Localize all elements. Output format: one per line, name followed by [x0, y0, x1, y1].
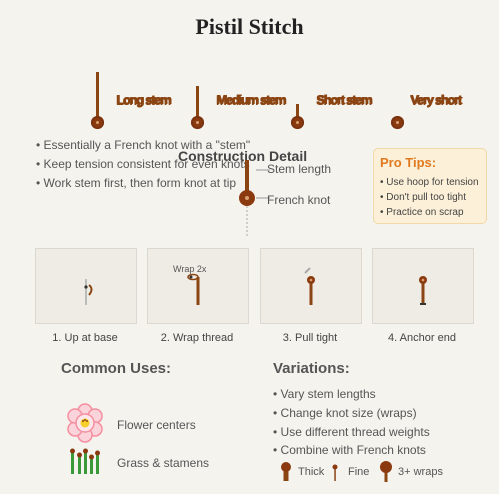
variation-label: Medium stem: [216, 92, 286, 107]
step-caption: 3. Pull tight: [282, 332, 338, 344]
pull-tight-icon: [304, 267, 315, 305]
knot-very-short: [391, 116, 404, 129]
step-panel-1: [35, 248, 137, 324]
step-caption: 2. Wrap thread: [160, 332, 234, 344]
variation-item: • Change knot size (wraps): [273, 406, 417, 420]
knot-short: [291, 116, 304, 129]
large-knot-icon: [380, 461, 392, 482]
stem-medium: [196, 86, 199, 120]
construction-stem: [245, 160, 249, 194]
step-panel-4: [372, 248, 474, 324]
variation-label: Long stem: [116, 92, 171, 107]
stem-short: [296, 104, 299, 120]
fine-stitch-icon: [332, 464, 338, 481]
variation-item: • Combine with French knots: [273, 443, 426, 457]
pro-tip-item: • Practice on scrap: [380, 207, 464, 218]
anchor-end-icon: [419, 276, 427, 305]
variation-label: Very short: [410, 92, 462, 107]
construction-diagram: [239, 160, 270, 238]
variation-label: Short stem: [316, 92, 372, 107]
page-title: Pistil Stitch: [195, 14, 304, 39]
pro-tips-box: Pro Tips: • Use hoop for tension • Don't…: [373, 148, 487, 224]
notes-list: • Essentially a French knot with a "stem…: [36, 138, 250, 195]
note-item: • Keep tension consistent for even knots: [36, 157, 250, 171]
use-grass-stamens: Grass & stamens: [117, 456, 210, 470]
use-flower-centers: Flower centers: [117, 418, 196, 432]
legend-wraps: 3+ wraps: [398, 466, 443, 478]
wrap-note: Wrap 2x: [173, 264, 207, 274]
wrap-thread-icon: [187, 273, 200, 305]
french-knot-label: French knot: [267, 193, 331, 207]
legend-thick: Thick: [298, 466, 325, 478]
pro-tip-item: • Don't pull too tight: [380, 192, 467, 203]
variation-item: • Use different thread weights: [273, 425, 430, 439]
variation-item: • Vary stem lengths: [273, 387, 376, 401]
step-caption: 1. Up at base: [52, 332, 118, 344]
step-panel-3: [260, 248, 362, 324]
note-item: • Work stem first, then form knot at tip: [36, 176, 237, 190]
legend-fine: Fine: [348, 466, 370, 478]
construction-title: Construction Detail: [178, 148, 308, 164]
common-uses-title: Common Uses:: [61, 360, 172, 377]
step-panel-2: Wrap 2x: [147, 248, 249, 324]
thick-stitch-icon: [281, 462, 291, 481]
pro-tips-title: Pro Tips:: [380, 155, 437, 170]
grass-icon: [70, 448, 100, 474]
variations-title: Variations:: [273, 360, 350, 377]
step-caption: 4. Anchor end: [388, 332, 456, 344]
note-item: • Essentially a French knot with a "stem…: [36, 138, 251, 152]
stem-length-label: Stem length: [267, 162, 332, 176]
flower-icon: [67, 403, 103, 443]
stem-long: [96, 72, 99, 120]
needle-up-icon: [84, 279, 93, 305]
knot-long: [91, 116, 104, 129]
knot-medium: [191, 116, 204, 129]
pro-tip-item: • Use hoop for tension: [380, 177, 479, 188]
